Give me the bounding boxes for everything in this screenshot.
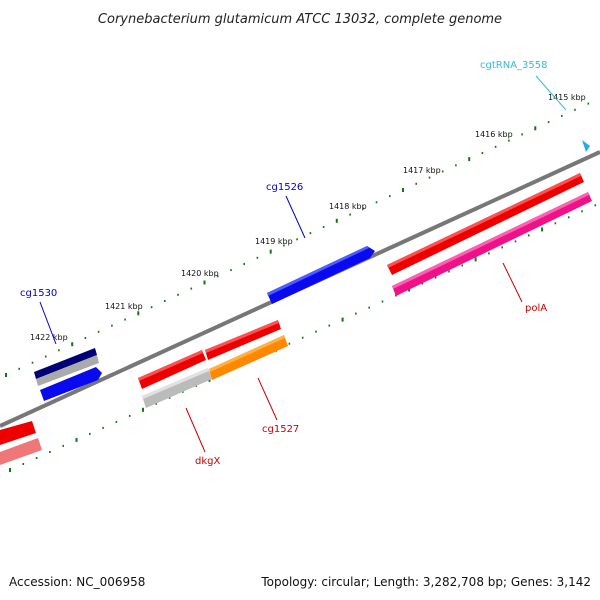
cg1530-blue-feature[interactable] <box>40 367 102 401</box>
tick-label: 1420 kbp <box>181 269 219 278</box>
gene-label-cg1526[interactable]: cg1526 <box>266 182 303 193</box>
tick-label: 1421 kbp <box>105 302 143 311</box>
cg1530-dark-feature[interactable] <box>34 348 97 379</box>
polA-pink-highlight <box>392 192 589 289</box>
cg1526-callout <box>285 195 306 239</box>
dkgX-red-highlight <box>138 350 203 381</box>
tick-label: 1418 kbp <box>329 202 367 211</box>
tick-label: 1422 kbp <box>30 333 68 342</box>
cg1527-red-highlight <box>205 320 279 353</box>
cgtRNA-callout <box>535 75 567 111</box>
cg1530-callout <box>39 301 57 345</box>
trna-feature[interactable] <box>582 140 590 152</box>
accession-text: Accession: NC_006958 <box>9 575 145 589</box>
cg1527-orange-feature[interactable] <box>209 335 288 380</box>
cg1527-red-feature[interactable] <box>205 320 281 360</box>
tick-label: 1416 kbp <box>475 130 513 139</box>
outer-tick-row <box>5 102 590 377</box>
polA-callout <box>502 262 523 303</box>
cg1527-orange-highlight <box>209 335 285 372</box>
features <box>0 140 592 465</box>
cg1530-grey-feature[interactable] <box>36 355 99 386</box>
tick-label: 1419 kbp <box>255 237 293 246</box>
map-title: Corynebacterium glutamicum ATCC 13032, c… <box>98 12 502 27</box>
dkgX-red-feature[interactable] <box>138 350 206 389</box>
inner-tick-row <box>9 204 597 472</box>
dkgX-grey-feature[interactable] <box>142 368 212 408</box>
gene-label-cg1527[interactable]: cg1527 <box>262 424 299 435</box>
left-red-feature[interactable] <box>0 421 36 445</box>
gene-label-dkgX[interactable]: dkgX <box>195 456 220 467</box>
tick-label: 1417 kbp <box>403 166 441 175</box>
left-light-red-feature[interactable] <box>0 438 42 465</box>
gene-label-cg1530[interactable]: cg1530 <box>20 288 57 299</box>
callout-lines <box>39 75 567 453</box>
polA-red-highlight <box>387 173 581 268</box>
scale-labels: 1415 kbp 1416 kbp 1417 kbp 1418 kbp 1419… <box>30 93 586 342</box>
gene-label-polA[interactable]: polA <box>525 303 547 314</box>
tick-label: 1415 kbp <box>548 93 586 102</box>
gene-label-cgtRNA_3558[interactable]: cgtRNA_3558 <box>480 60 548 71</box>
genome-summary-text: Topology: circular; Length: 3,282,708 bp… <box>260 575 591 589</box>
polA-pink-feature[interactable] <box>392 192 592 296</box>
cg1526-feature[interactable] <box>267 246 375 304</box>
gene-labels: cgtRNA_3558 cg1526 cg1530 polA cg1527 dk… <box>20 60 548 467</box>
dkgX-callout <box>185 407 206 453</box>
polA-red-feature[interactable] <box>387 173 584 275</box>
cg1526-highlight <box>267 246 369 296</box>
dkgX-grey-highlight <box>142 368 209 399</box>
cg1527-callout <box>257 377 278 421</box>
